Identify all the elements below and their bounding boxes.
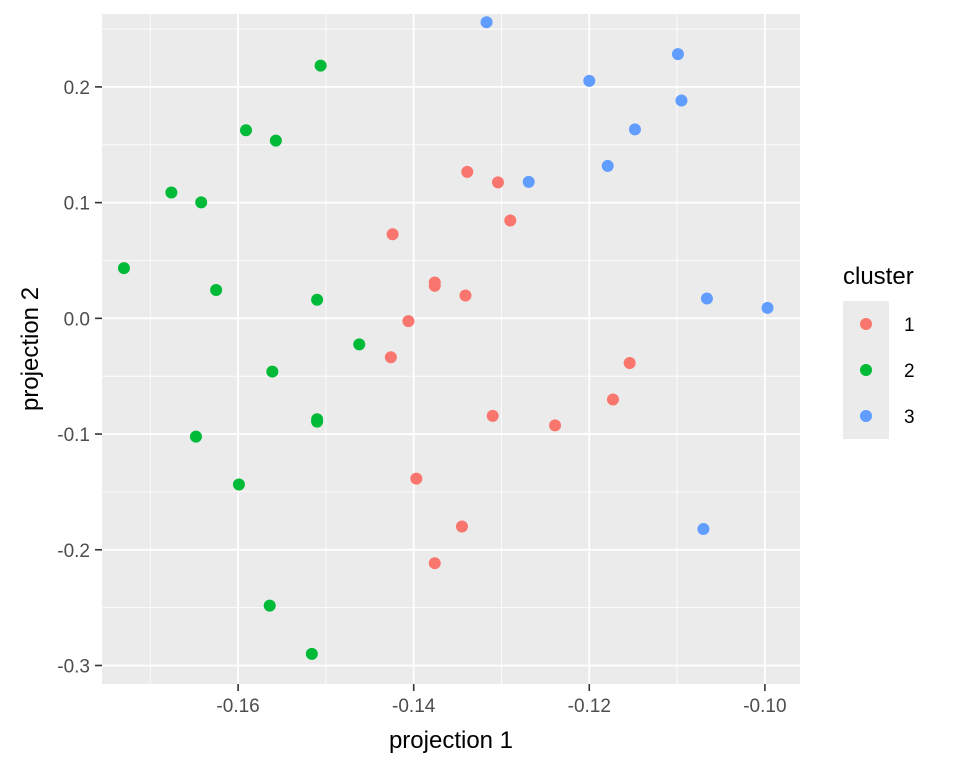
legend-label-cluster-3: 3 xyxy=(904,407,915,428)
y-axis-title: projection 2 xyxy=(17,287,44,411)
point-cluster-2 xyxy=(232,478,245,491)
point-cluster-1 xyxy=(402,315,415,328)
point-cluster-1 xyxy=(384,351,397,364)
point-cluster-1 xyxy=(428,557,441,570)
point-cluster-1 xyxy=(491,176,504,189)
point-cluster-1 xyxy=(606,393,619,406)
point-cluster-1 xyxy=(410,472,423,485)
x-axis-title: projection 1 xyxy=(389,727,513,754)
point-cluster-3 xyxy=(700,292,713,305)
point-cluster-3 xyxy=(583,74,596,87)
point-cluster-3 xyxy=(697,523,710,536)
y-tick-label: -0.1 xyxy=(57,425,90,446)
x-tick-label: -0.10 xyxy=(743,696,786,717)
point-cluster-3 xyxy=(522,175,535,188)
legend-title: cluster xyxy=(843,263,914,290)
point-cluster-1 xyxy=(455,520,468,533)
x-axis: -0.16 -0.14 -0.12 -0.10 xyxy=(216,684,787,717)
point-cluster-3 xyxy=(601,159,614,172)
legend-key-cluster-2 xyxy=(860,364,872,376)
point-cluster-2 xyxy=(189,430,202,443)
legend-keys: 1 2 3 xyxy=(843,301,915,439)
legend-key-cluster-3 xyxy=(860,410,872,422)
point-cluster-1 xyxy=(504,214,517,227)
y-tick-label: -0.3 xyxy=(57,656,90,677)
point-cluster-2 xyxy=(117,262,130,275)
point-cluster-1 xyxy=(386,228,399,241)
point-cluster-2 xyxy=(314,59,327,72)
data-points xyxy=(117,16,774,660)
legend-label-cluster-2: 2 xyxy=(904,361,915,382)
point-cluster-3 xyxy=(671,48,684,61)
point-cluster-3 xyxy=(628,123,641,136)
point-cluster-1 xyxy=(461,165,474,178)
legend-key-cluster-1 xyxy=(860,318,872,330)
y-axis: -0.3 -0.2 -0.1 0.0 0.1 0.2 xyxy=(57,78,102,677)
point-cluster-1 xyxy=(486,409,499,422)
point-cluster-3 xyxy=(761,301,774,314)
point-cluster-2 xyxy=(305,647,318,660)
y-tick-label: 0.1 xyxy=(64,194,90,215)
major-gridlines xyxy=(102,14,800,684)
x-tick-label: -0.12 xyxy=(568,696,611,717)
point-cluster-1 xyxy=(623,357,636,370)
x-tick-label: -0.16 xyxy=(216,696,259,717)
point-cluster-2 xyxy=(311,293,324,306)
point-cluster-2 xyxy=(266,365,279,378)
minor-gridlines xyxy=(102,14,800,684)
point-cluster-1 xyxy=(428,279,441,292)
point-cluster-1 xyxy=(549,419,562,432)
point-cluster-2 xyxy=(269,134,282,147)
legend: cluster 1 2 3 xyxy=(843,263,915,439)
point-cluster-2 xyxy=(210,283,223,296)
x-tick-label: -0.14 xyxy=(392,696,436,717)
point-cluster-2 xyxy=(353,338,366,351)
y-tick-label: -0.2 xyxy=(57,541,90,562)
point-cluster-2 xyxy=(195,196,208,209)
point-cluster-1 xyxy=(459,289,472,302)
point-cluster-2 xyxy=(311,415,324,428)
point-cluster-3 xyxy=(480,16,493,29)
point-cluster-2 xyxy=(165,186,178,199)
y-tick-label: 0.0 xyxy=(64,309,90,330)
panel-background xyxy=(102,14,800,684)
point-cluster-2 xyxy=(239,124,252,137)
y-tick-label: 0.2 xyxy=(64,78,90,99)
point-cluster-2 xyxy=(263,599,276,612)
point-cluster-3 xyxy=(675,94,688,107)
legend-label-cluster-1: 1 xyxy=(904,315,915,336)
